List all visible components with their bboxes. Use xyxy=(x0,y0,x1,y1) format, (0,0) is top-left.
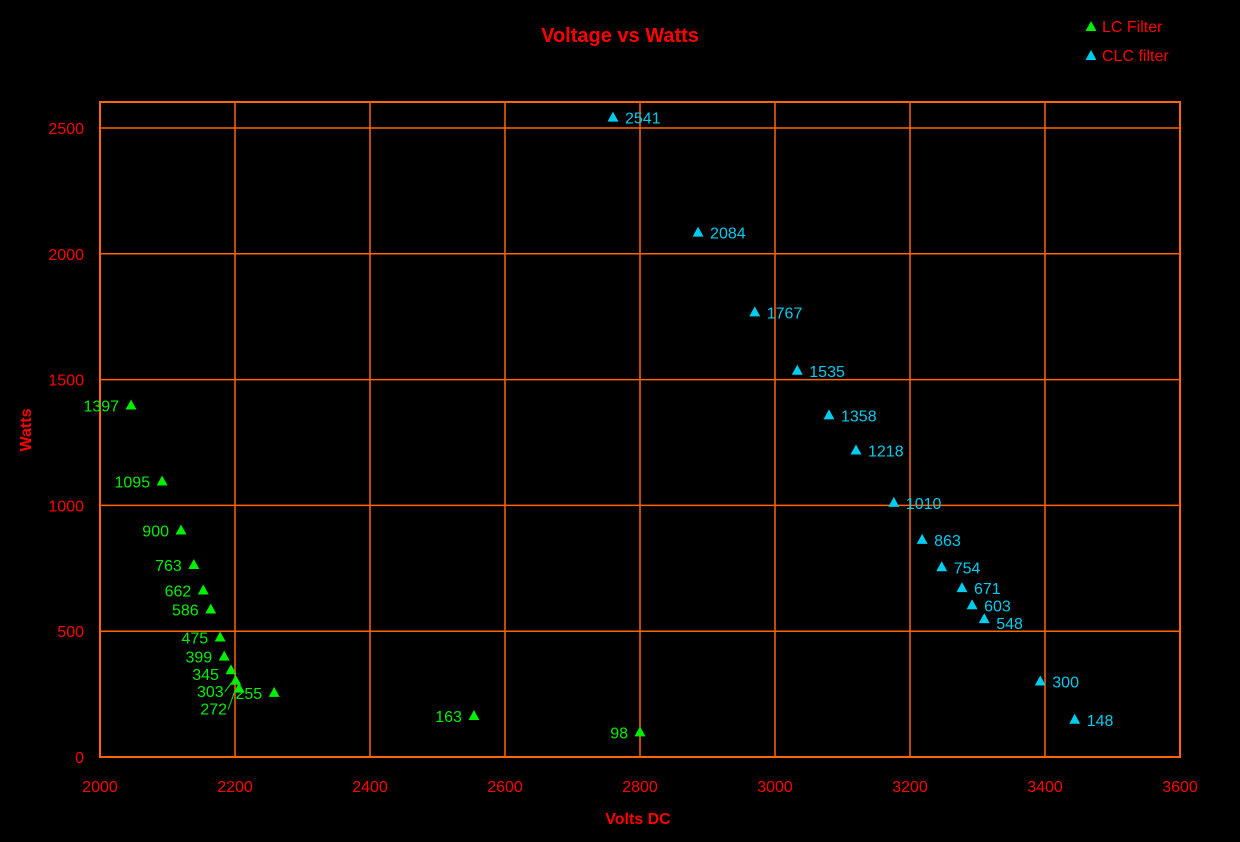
y-axis-label: Watts xyxy=(18,408,35,451)
y-tick-label: 2000 xyxy=(48,247,84,264)
data-label: 1095 xyxy=(115,474,151,491)
data-point xyxy=(634,726,646,737)
data-label: 1397 xyxy=(83,399,119,416)
data-label: 300 xyxy=(1052,675,1079,692)
y-tick-label: 1500 xyxy=(48,373,84,390)
data-label: 303 xyxy=(197,684,224,701)
legend: LC Filter CLC filter xyxy=(1085,19,1169,65)
x-tick-label: 3600 xyxy=(1162,779,1198,796)
data-point xyxy=(916,533,928,544)
x-tick-label: 2000 xyxy=(82,779,118,796)
data-label: 603 xyxy=(984,598,1011,615)
data-point xyxy=(823,409,835,420)
legend-marker xyxy=(1085,21,1097,31)
data-point xyxy=(1034,675,1046,686)
x-tick-label: 3200 xyxy=(892,779,928,796)
x-axis-label: Volts DC xyxy=(605,811,671,828)
data-point xyxy=(205,603,217,614)
data-label: 2084 xyxy=(710,226,746,243)
data-label: 148 xyxy=(1087,713,1114,730)
data-point xyxy=(125,399,137,410)
data-point xyxy=(749,306,761,317)
data-label: 662 xyxy=(165,583,192,600)
data-point xyxy=(791,364,803,375)
data-label: 763 xyxy=(155,558,182,575)
x-tick-label: 3400 xyxy=(1027,779,1063,796)
data-point xyxy=(214,631,226,642)
data-point xyxy=(888,496,900,507)
data-point xyxy=(156,475,168,486)
data-label: 255 xyxy=(235,686,262,703)
data-point xyxy=(188,559,200,570)
data-point xyxy=(978,613,990,624)
y-tick-label: 2500 xyxy=(48,121,84,138)
data-label: 586 xyxy=(172,603,199,620)
data-label: 475 xyxy=(181,630,208,647)
legend-marker xyxy=(1085,50,1097,60)
data-label: 863 xyxy=(934,533,961,550)
data-label: 399 xyxy=(185,650,212,667)
tick-labels: 2000 2200 2400 2600 2800 3000 3200 3400 3600 0 500… xyxy=(48,121,1197,796)
data-point xyxy=(233,682,245,693)
data-label: 2541 xyxy=(625,111,661,128)
x-tick-label: 2200 xyxy=(217,779,253,796)
data-point xyxy=(607,111,619,122)
label-leader-line xyxy=(224,682,233,693)
x-tick-label: 2800 xyxy=(622,779,658,796)
y-tick-label: 1000 xyxy=(48,498,84,515)
data-point xyxy=(197,584,209,595)
data-label: 345 xyxy=(192,667,219,684)
data-point xyxy=(850,444,862,455)
data-label: 272 xyxy=(200,702,227,719)
data-label: 1218 xyxy=(868,444,904,461)
data-label: 671 xyxy=(974,581,1001,598)
data-point xyxy=(175,524,187,535)
data-point xyxy=(956,582,968,593)
data-point xyxy=(966,599,978,610)
data-label: 548 xyxy=(996,616,1023,633)
data-label: 1535 xyxy=(809,364,845,381)
data-point xyxy=(468,709,480,720)
data-point xyxy=(218,650,230,661)
data-point xyxy=(268,686,280,697)
y-tick-label: 500 xyxy=(57,624,84,641)
data-point xyxy=(1069,713,1081,724)
grid xyxy=(99,101,1181,758)
legend-label: LC Filter xyxy=(1102,19,1163,36)
legend-label: CLC filter xyxy=(1102,48,1169,65)
data-label: 163 xyxy=(435,709,462,726)
data-label: 1767 xyxy=(767,305,803,322)
series-clc-filter: 2541 2084 1767 1535 1358 1218 1010 863 754 671603… xyxy=(607,111,1114,730)
data-point xyxy=(936,561,948,572)
data-label: 900 xyxy=(142,524,169,541)
data-point xyxy=(692,226,704,237)
data-point xyxy=(225,664,237,675)
x-tick-label: 3000 xyxy=(757,779,793,796)
x-tick-label: 2600 xyxy=(487,779,523,796)
data-label: 1358 xyxy=(841,408,877,425)
data-label: 754 xyxy=(954,560,981,577)
data-label: 1010 xyxy=(906,496,942,513)
data-point xyxy=(230,674,242,685)
y-tick-label: 0 xyxy=(75,750,84,767)
label-leader-line xyxy=(227,690,236,710)
data-label: 98 xyxy=(610,725,628,742)
x-tick-label: 2400 xyxy=(352,779,388,796)
chart-title: Voltage vs Watts xyxy=(541,25,699,47)
